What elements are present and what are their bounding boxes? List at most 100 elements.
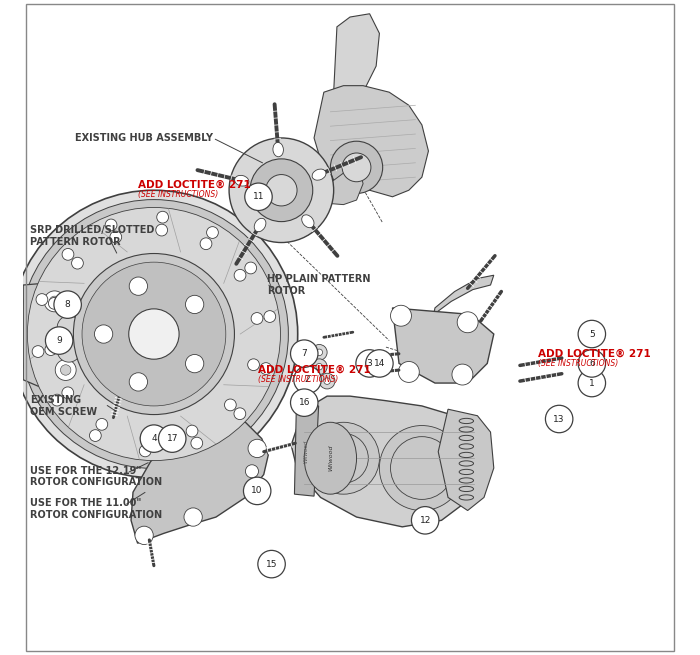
Ellipse shape <box>36 293 48 305</box>
Circle shape <box>316 349 323 356</box>
Circle shape <box>319 373 335 389</box>
Text: 2: 2 <box>304 375 310 384</box>
Text: 6: 6 <box>589 359 595 368</box>
Circle shape <box>248 440 266 458</box>
Ellipse shape <box>304 422 356 494</box>
Ellipse shape <box>312 169 326 180</box>
Circle shape <box>391 437 454 499</box>
Circle shape <box>229 138 334 242</box>
Ellipse shape <box>234 269 246 281</box>
Text: ADD LOCTITE® 271: ADD LOCTITE® 271 <box>538 348 651 359</box>
Circle shape <box>57 316 80 339</box>
Ellipse shape <box>71 257 83 269</box>
Circle shape <box>130 373 148 391</box>
Text: USE FOR THE 12.19"
ROTOR CONFIGURATION: USE FOR THE 12.19" ROTOR CONFIGURATION <box>29 466 162 487</box>
Text: 12: 12 <box>419 516 431 525</box>
Ellipse shape <box>62 387 74 399</box>
Ellipse shape <box>302 215 314 228</box>
Polygon shape <box>327 171 363 204</box>
Ellipse shape <box>62 248 74 260</box>
Ellipse shape <box>260 363 272 375</box>
Polygon shape <box>434 275 494 314</box>
Polygon shape <box>393 308 494 383</box>
Text: HP PLAIN PATTERN
ROTOR: HP PLAIN PATTERN ROTOR <box>267 274 370 296</box>
Circle shape <box>245 183 272 210</box>
Text: USE FOR THE 11.00"
ROTOR CONFIGURATION: USE FOR THE 11.00" ROTOR CONFIGURATION <box>29 498 162 520</box>
Circle shape <box>312 345 327 360</box>
Text: 5: 5 <box>589 329 595 339</box>
Text: 9: 9 <box>56 336 62 345</box>
Ellipse shape <box>157 212 169 223</box>
Circle shape <box>356 350 384 377</box>
Circle shape <box>140 425 167 453</box>
Ellipse shape <box>110 231 122 243</box>
Circle shape <box>49 296 60 307</box>
Circle shape <box>44 291 65 312</box>
Polygon shape <box>23 282 85 393</box>
Text: (SEE INSTRUCTIONS): (SEE INSTRUCTIONS) <box>538 359 619 368</box>
Text: Wilwood: Wilwood <box>303 440 308 463</box>
Circle shape <box>186 354 204 373</box>
Text: 15: 15 <box>266 559 277 569</box>
Text: ADD LOCTITE® 271: ADD LOCTITE® 271 <box>258 365 371 375</box>
Circle shape <box>330 141 383 193</box>
Circle shape <box>412 506 439 534</box>
Text: 8: 8 <box>65 300 71 309</box>
Text: EXISTING HUB ASSEMBLY: EXISTING HUB ASSEMBLY <box>75 133 213 143</box>
Circle shape <box>184 508 202 526</box>
Ellipse shape <box>206 227 218 238</box>
Circle shape <box>452 364 473 385</box>
Text: (SEE INSTRUCTIONS): (SEE INSTRUCTIONS) <box>258 375 339 384</box>
Ellipse shape <box>248 359 260 371</box>
Text: 1: 1 <box>589 379 595 388</box>
Circle shape <box>10 190 298 478</box>
Circle shape <box>258 550 286 578</box>
Ellipse shape <box>264 310 276 322</box>
Ellipse shape <box>191 438 203 449</box>
Ellipse shape <box>273 142 284 157</box>
Ellipse shape <box>90 430 102 441</box>
Ellipse shape <box>234 176 248 186</box>
Text: EXISTING
OEM SCREW: EXISTING OEM SCREW <box>29 395 97 417</box>
Circle shape <box>312 359 327 375</box>
Ellipse shape <box>234 408 246 420</box>
Circle shape <box>20 200 288 468</box>
Text: 13: 13 <box>554 415 565 424</box>
Circle shape <box>324 378 330 384</box>
Circle shape <box>398 362 419 383</box>
Polygon shape <box>334 14 379 112</box>
Polygon shape <box>314 86 428 196</box>
Ellipse shape <box>139 445 151 457</box>
Ellipse shape <box>225 399 236 411</box>
Text: 7: 7 <box>302 349 307 358</box>
Text: ADD LOCTITE® 271: ADD LOCTITE® 271 <box>138 180 251 190</box>
Ellipse shape <box>105 219 117 231</box>
Circle shape <box>186 295 204 314</box>
Circle shape <box>578 369 606 397</box>
Circle shape <box>246 465 258 478</box>
Polygon shape <box>295 404 318 496</box>
Text: 3: 3 <box>367 359 372 368</box>
Circle shape <box>266 174 297 206</box>
Polygon shape <box>131 421 268 543</box>
Ellipse shape <box>45 344 57 356</box>
Circle shape <box>342 153 371 181</box>
Text: SRP DRILLED/SLOTTED
PATTERN ROTOR: SRP DRILLED/SLOTTED PATTERN ROTOR <box>29 225 154 247</box>
Circle shape <box>294 366 321 394</box>
Circle shape <box>135 526 153 544</box>
Circle shape <box>46 327 73 354</box>
Circle shape <box>290 389 318 417</box>
Circle shape <box>318 434 368 483</box>
Circle shape <box>54 291 81 318</box>
Circle shape <box>55 360 76 381</box>
Ellipse shape <box>200 238 212 250</box>
Circle shape <box>545 405 573 433</box>
Circle shape <box>307 422 379 494</box>
Text: 17: 17 <box>167 434 178 443</box>
Ellipse shape <box>140 432 152 444</box>
Ellipse shape <box>254 218 266 232</box>
Ellipse shape <box>245 262 257 274</box>
Circle shape <box>82 262 226 406</box>
Circle shape <box>94 325 113 343</box>
Text: 10: 10 <box>251 487 263 495</box>
